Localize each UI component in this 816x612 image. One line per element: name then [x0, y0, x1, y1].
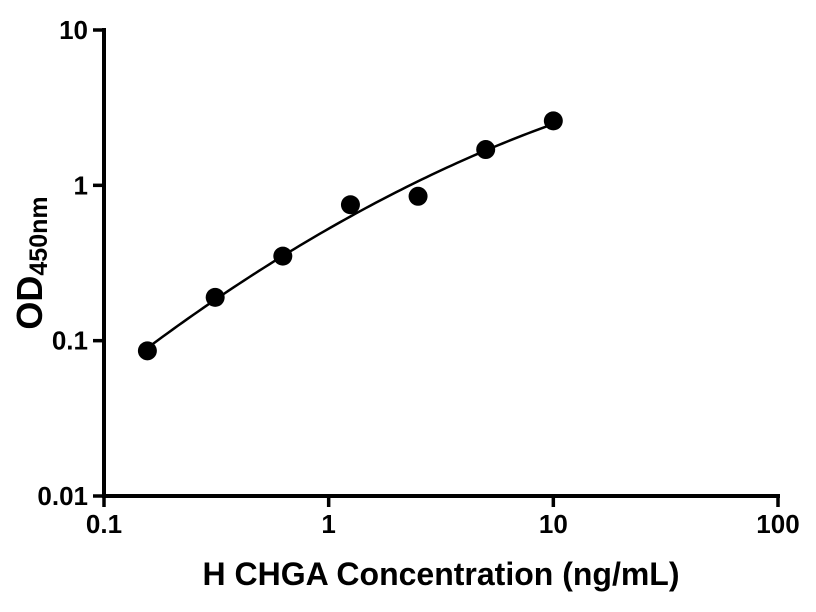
axis-lines: [102, 28, 780, 498]
data-point: [273, 246, 293, 266]
x-tick-label: 1: [321, 509, 335, 539]
data-point: [408, 186, 428, 206]
y-tick-label: 1: [74, 170, 88, 200]
data-point: [137, 341, 157, 361]
data-point: [340, 195, 360, 215]
y-tick-label: 0.01: [37, 481, 88, 511]
fit-curve: [146, 122, 555, 350]
x-tick-label: 10: [539, 509, 568, 539]
data-point: [543, 111, 563, 131]
y-axis-title-subscript: 450nm: [25, 196, 53, 276]
x-tick-label: 100: [756, 509, 799, 539]
data-point: [205, 287, 225, 307]
x-tick-label: 0.1: [86, 509, 122, 539]
y-axis-title-main: OD: [9, 275, 50, 330]
x-axis-title: H CHGA Concentration (ng/mL): [202, 556, 680, 592]
y-axis-title: OD450nm: [9, 196, 53, 330]
y-tick-label: 10: [59, 15, 88, 45]
data-point: [476, 140, 496, 160]
y-tick-label: 0.1: [52, 326, 88, 356]
